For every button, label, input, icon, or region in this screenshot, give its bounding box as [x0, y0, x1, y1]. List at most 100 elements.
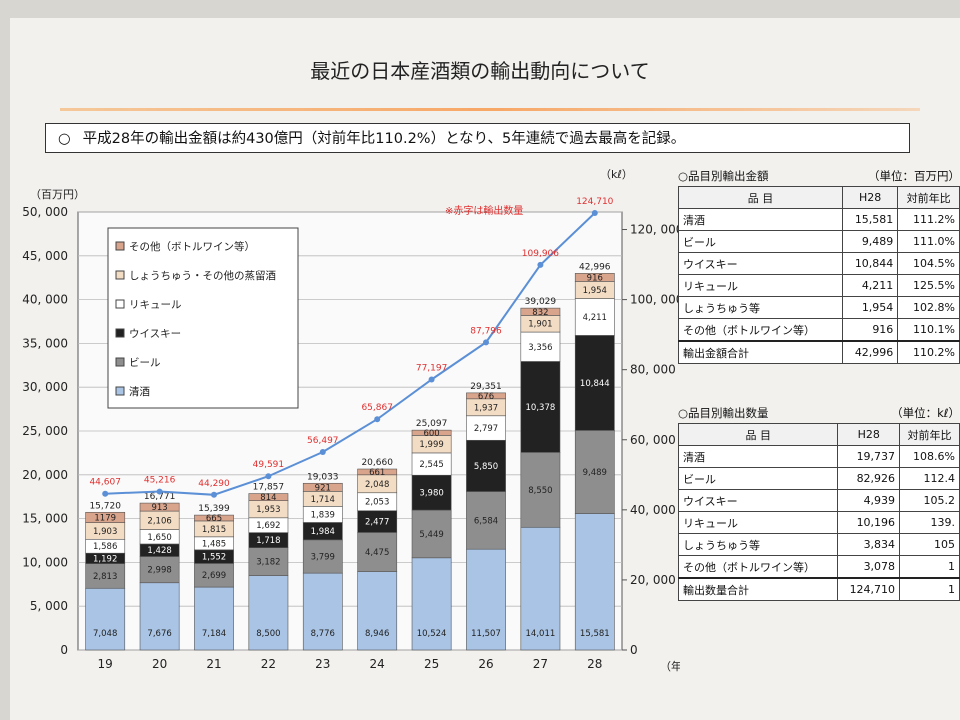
segment-label: 2,477	[365, 518, 389, 528]
segment-label: 1,718	[256, 536, 280, 546]
segment-label: 14,011	[526, 629, 556, 639]
table: 品 目 H28 対前年比 清酒 19,737 108.6% ビール 82,926 112.4 ウイ…	[677, 423, 960, 601]
segment-label: 913	[151, 503, 167, 513]
header-cell: H28	[842, 186, 899, 209]
segment-label: 1,954	[583, 286, 607, 296]
bar-segment	[139, 582, 180, 651]
bar-segment	[85, 563, 126, 589]
segment-label: 1,953	[256, 505, 280, 515]
y-tick-label: 45, 000	[22, 249, 68, 263]
segment-label: 11,507	[471, 629, 501, 639]
segment-label: 2,797	[474, 424, 498, 434]
segment-label: 1,586	[93, 542, 117, 552]
legend-swatch	[115, 328, 125, 338]
table-block: ○品目別輸出金額 （単位：百万円） 品 目 H28 対前年比 清酒 15,581 111.2%…	[677, 168, 960, 364]
table-cell: 清酒	[677, 208, 844, 231]
table-cell: しょうちゅう等	[677, 533, 839, 556]
line-point	[156, 488, 163, 495]
bar-segment	[357, 468, 398, 476]
bar-segment	[466, 491, 506, 550]
table-cell: ビール	[677, 230, 844, 253]
segment-label: 1,903	[93, 527, 117, 537]
bar-segment	[574, 513, 615, 651]
segment-label: 5,449	[419, 530, 443, 540]
legend-box	[107, 227, 299, 409]
total-label: 15,399	[198, 504, 230, 514]
table-row: 清酒 19,737 108.6%	[677, 445, 960, 468]
table-title: ○品目別輸出数量	[678, 406, 769, 420]
segment-label: 1,901	[528, 320, 552, 330]
bar-segment	[520, 452, 561, 528]
table-cell: 110.2%	[897, 340, 960, 364]
line	[105, 212, 596, 496]
bar-segment	[411, 509, 452, 559]
segment-label: 814	[260, 493, 276, 503]
line-point	[428, 376, 435, 383]
header-cell: H28	[837, 423, 901, 446]
bar-segment	[248, 575, 289, 651]
table-cell: 10,844	[842, 252, 899, 275]
line-label: 49,591	[253, 460, 285, 470]
table-cell: 15,581	[842, 208, 899, 231]
line-label: 44,607	[89, 478, 121, 488]
x-tick-label: 22	[261, 657, 276, 671]
table-cell: 清酒	[677, 445, 839, 468]
legend-label: ウイスキー	[129, 328, 181, 340]
x-tick-label: 28	[587, 657, 602, 671]
segment-label: 2,998	[147, 566, 171, 576]
line-label: 109,906	[522, 249, 559, 259]
segment-label: 3,799	[311, 552, 335, 562]
y2-axis-label: （kℓ）	[600, 168, 633, 181]
y-tick-label: 10, 000	[22, 555, 68, 569]
table-cell: 輸出金額合計	[677, 340, 844, 364]
segment-label: 1,937	[474, 403, 498, 413]
x-tick-label: 20	[152, 657, 167, 671]
table-cell: 9,489	[842, 230, 899, 253]
legend-label: リキュール	[129, 299, 182, 311]
line-label: 44,290	[198, 479, 230, 489]
bar-segment	[574, 273, 615, 282]
x-tick-label: 19	[98, 657, 113, 671]
total-label: 16,771	[144, 492, 176, 502]
table-row: 輸出金額合計 42,996 110.2%	[677, 340, 960, 364]
segment-label: 832	[532, 308, 548, 318]
segment-label: 8,500	[256, 629, 280, 639]
bar-segment	[574, 430, 615, 514]
bar-segment	[520, 526, 561, 651]
total-label: 20,660	[361, 458, 393, 468]
header-cell: 品 目	[677, 186, 844, 209]
table-cell: リキュール	[677, 511, 839, 534]
segment-label: 7,184	[202, 629, 226, 639]
table-cell: 105	[899, 533, 960, 556]
y2-tick-label: 20, 000	[630, 573, 676, 587]
segment-label: 3,182	[256, 558, 280, 568]
segment-label: 8,946	[365, 629, 389, 639]
header-cell: 対前年比	[897, 186, 960, 209]
y2-tick-label: 80, 000	[630, 363, 676, 377]
table-header: 品 目 H28 対前年比	[677, 423, 960, 446]
total-label: 39,029	[525, 297, 557, 307]
table-cell: 42,996	[842, 340, 899, 364]
headline: 平成28年の輸出金額は約430億円（対前年比110.2%）となり、5年連続で過去…	[82, 131, 686, 147]
table-cell: 1,954	[842, 296, 899, 319]
bar-segment	[248, 547, 289, 576]
line-point	[483, 339, 489, 346]
y2-tick-label: 40, 000	[630, 503, 676, 517]
table-cell: 111.0%	[897, 230, 960, 253]
chart: 0 5, 000 10, 000 15, 000 20, 000 25, 000 30, 0…	[22, 168, 680, 673]
table-cell: ビール	[677, 467, 839, 490]
legend-swatch	[115, 357, 125, 367]
segment-label: 8,776	[311, 629, 335, 639]
table-unit: （単位：百万円）	[868, 169, 960, 183]
table-cell: 4,939	[837, 489, 901, 512]
table-header: 品 目 H28 対前年比	[677, 186, 960, 209]
segment-label: 7,676	[147, 629, 171, 639]
y-tick-label: 15, 000	[22, 512, 68, 526]
bar-segment	[520, 361, 561, 453]
segment-label: 3,980	[419, 489, 443, 499]
line-point	[265, 473, 272, 480]
bar-segment	[194, 586, 234, 651]
bar-segment	[302, 482, 343, 492]
table-cell: 104.5%	[897, 252, 960, 275]
